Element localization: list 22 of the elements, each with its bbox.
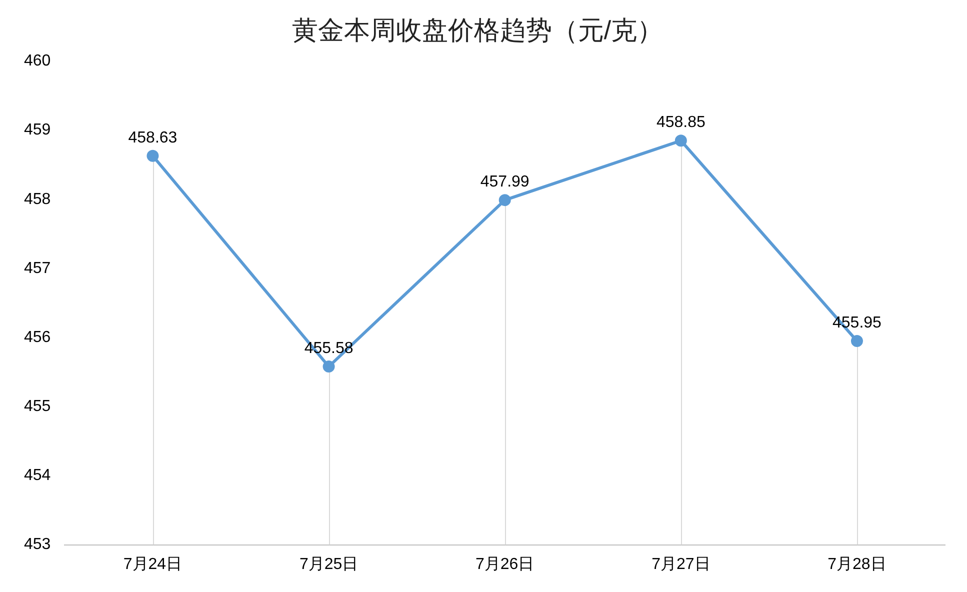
y-tick-label: 455 (24, 398, 51, 416)
point (322, 360, 335, 373)
y-tick-label: 458 (24, 190, 51, 208)
chart-title: 黄金本周收盘价格趋势（元/克） (292, 14, 664, 45)
point (498, 194, 511, 206)
y-tick-label: 456 (24, 328, 51, 346)
x-tick-label: 7月25日 (299, 556, 358, 573)
data-label: 458.85 (656, 114, 706, 132)
y-tick-label: 460 (24, 52, 51, 70)
data-label: 458.63 (128, 129, 178, 146)
y-tick-label: 459 (24, 122, 51, 139)
x-tick-label: 7月27日 (652, 556, 710, 573)
point (674, 134, 687, 147)
x-tick-label: 7月26日 (475, 556, 534, 573)
y-tick-label: 457 (24, 260, 51, 277)
data-label: 457.99 (480, 173, 530, 190)
x-tick-label: 7月24日 (123, 556, 182, 573)
x-tick-label: 7月28日 (828, 556, 886, 573)
point (146, 150, 159, 162)
point (850, 334, 863, 347)
y-tick-label: 453 (24, 536, 51, 554)
y-tick-label: 454 (24, 467, 51, 484)
